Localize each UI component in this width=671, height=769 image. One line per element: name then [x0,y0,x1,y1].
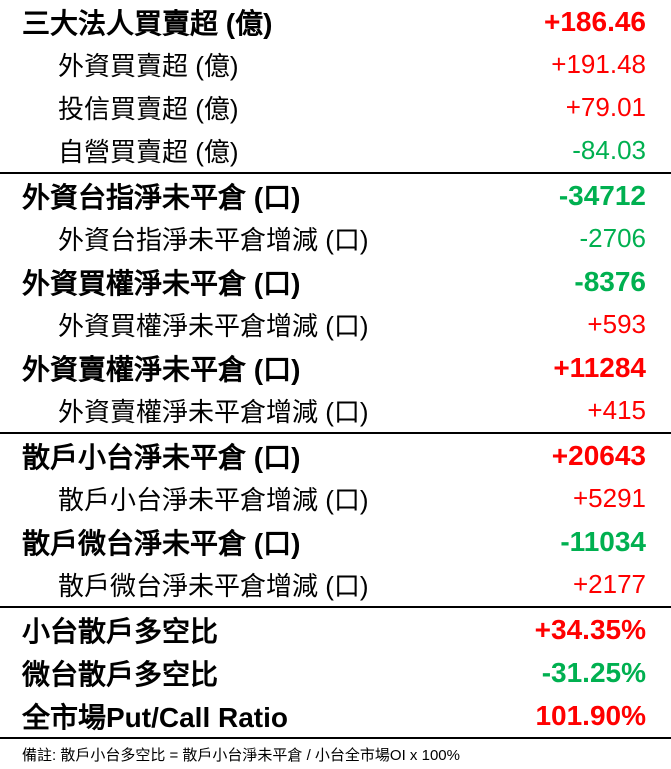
row-label: 外資買權淨未平倉 (口) [22,267,301,299]
row-value: +593 [587,309,646,339]
row-value: -8376 [574,265,646,297]
row-value: -11034 [560,525,646,557]
footnote: 備註: 散戶小台多空比 = 散戶小台淨未平倉 / 小台全市場OI x 100% [22,746,460,764]
row-foreign-call-net-oi-change: 外資買權淨未平倉增減 (口) +593 [0,303,671,346]
row-mini-retail-long-short-ratio: 小台散戶多空比 +34.35% [0,608,671,651]
row-value: +186.46 [544,5,646,37]
row-value: 101.90% [535,699,646,731]
row-label: 外資台指淨未平倉 (口) [22,181,301,213]
row-value: -84.03 [572,135,646,165]
row-foreign-call-net-oi: 外資買權淨未平倉 (口) -8376 [0,260,671,303]
section-institutional-net-buy: 三大法人買賣超 (億) +186.46 外資買賣超 (億) +191.48 投信… [0,0,671,174]
row-foreign-taiex-futures-net-oi-change: 外資台指淨未平倉增減 (口) -2706 [0,217,671,260]
row-value: +20643 [551,439,646,471]
row-label: 散戶微台淨未平倉增減 (口) [58,571,369,601]
row-retail-mini-futures-net-oi-change: 散戶小台淨未平倉增減 (口) +5291 [0,477,671,520]
row-label: 散戶小台淨未平倉增減 (口) [58,485,369,515]
row-retail-micro-futures-net-oi-change: 散戶微台淨未平倉增減 (口) +2177 [0,563,671,606]
row-label: 全市場Put/Call Ratio [22,701,289,733]
row-foreign-taiex-futures-net-oi: 外資台指淨未平倉 (口) -34712 [0,174,671,217]
row-value: +34.35% [534,613,646,645]
row-retail-mini-futures-net-oi: 散戶小台淨未平倉 (口) +20643 [0,434,671,477]
row-label: 小台散戶多空比 [22,615,219,647]
row-dealer-net-buy: 自營買賣超 (億) -84.03 [0,129,671,172]
row-label: 外資賣權淨未平倉 (口) [22,353,301,385]
row-foreign-put-net-oi: 外資賣權淨未平倉 (口) +11284 [0,346,671,389]
row-label: 外資買賣超 (億) [58,51,239,81]
row-value: +2177 [572,569,646,599]
row-foreign-put-net-oi-change: 外資賣權淨未平倉增減 (口) +415 [0,389,671,432]
row-value: +11284 [553,351,646,383]
row-value: -2706 [579,223,647,253]
row-market-put-call-ratio: 全市場Put/Call Ratio 101.90% [0,694,671,737]
row-retail-micro-futures-net-oi: 散戶微台淨未平倉 (口) -11034 [0,520,671,563]
section-retail-open-interest: 散戶小台淨未平倉 (口) +20643 散戶小台淨未平倉增減 (口) +5291… [0,434,671,608]
row-value: +5291 [572,483,646,513]
row-value: +415 [587,395,646,425]
row-value: +79.01 [565,92,646,122]
row-investment-trust-net-buy: 投信買賣超 (億) +79.01 [0,86,671,129]
row-label: 外資賣權淨未平倉增減 (口) [58,397,369,427]
row-label: 外資買權淨未平倉增減 (口) [58,311,369,341]
row-label: 三大法人買賣超 (億) [22,7,273,39]
row-foreign-net-buy: 外資買賣超 (億) +191.48 [0,43,671,86]
row-label: 散戶微台淨未平倉 (口) [22,527,301,559]
row-label: 散戶小台淨未平倉 (口) [22,441,301,473]
row-total-institutional-net-buy: 三大法人買賣超 (億) +186.46 [0,0,671,43]
section-ratios: 小台散戶多空比 +34.35% 微台散戶多空比 -31.25% 全市場Put/C… [0,608,671,739]
section-foreign-open-interest: 外資台指淨未平倉 (口) -34712 外資台指淨未平倉增減 (口) -2706… [0,174,671,434]
row-value: -31.25% [541,656,646,688]
row-label: 微台散戶多空比 [22,658,219,690]
row-value: -34712 [558,179,646,211]
row-label: 投信買賣超 (億) [58,94,239,124]
row-label: 自營買賣超 (億) [58,137,239,167]
row-label: 外資台指淨未平倉增減 (口) [58,225,369,255]
row-value: +191.48 [551,49,646,79]
row-micro-retail-long-short-ratio: 微台散戶多空比 -31.25% [0,651,671,694]
